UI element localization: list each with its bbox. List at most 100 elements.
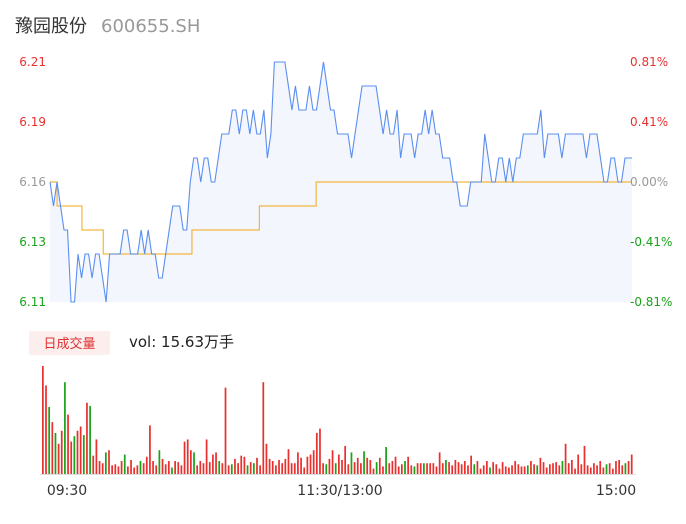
volume-bar [67, 414, 69, 474]
volume-bar [404, 461, 406, 474]
volume-bar [511, 465, 513, 474]
volume-badge-text: 日成交量 [43, 336, 95, 352]
volume-bar [470, 455, 472, 474]
volume-bar [114, 464, 117, 474]
volume-bar [347, 464, 350, 474]
volume-bar [397, 466, 400, 474]
volume-bar [344, 445, 347, 474]
volume-bar [520, 466, 523, 474]
volume-bar [64, 382, 66, 474]
volume-bar [621, 465, 624, 474]
volume-bar [356, 457, 359, 474]
volume-bar [448, 462, 450, 474]
volume-bar [120, 461, 123, 474]
y-tick-right-label: 0.41% [630, 115, 668, 129]
volume-bar [290, 463, 293, 474]
volume-bar [407, 456, 410, 474]
volume-bar [353, 462, 356, 474]
y-tick-right-label: -0.41% [630, 235, 672, 249]
volume-bar [514, 461, 517, 474]
volume-bar [227, 465, 230, 474]
volume-bar [331, 450, 334, 474]
volume-bar [202, 463, 205, 474]
volume-bar [82, 435, 85, 474]
volume-bar [284, 458, 287, 474]
volume-bar [281, 463, 284, 474]
volume-bar [611, 468, 614, 474]
volume-bar [117, 466, 120, 474]
volume-bar [45, 385, 47, 474]
volume-bar [530, 461, 532, 474]
volume-bar [571, 459, 573, 474]
volume-badge [29, 331, 110, 355]
volume-bar [416, 463, 419, 474]
volume-bar [410, 465, 413, 474]
volume-bar [605, 464, 608, 474]
volume-bar [240, 455, 243, 474]
volume-bar [190, 450, 192, 474]
volume-bar [539, 457, 542, 474]
volume-bar [583, 445, 586, 474]
volume-bar [479, 468, 482, 474]
x-tick-label: 15:00 [596, 483, 636, 499]
volume-bar [517, 464, 520, 474]
volume-bar [293, 463, 296, 474]
volume-bar [429, 463, 432, 474]
volume-bar [300, 457, 302, 474]
volume-bar [624, 463, 627, 474]
volume-bar [123, 454, 126, 474]
volume-bar [463, 461, 466, 474]
volume-bar [48, 407, 51, 474]
volume-bar [98, 461, 101, 474]
volume-bar [215, 452, 217, 474]
volume-bar [127, 466, 129, 474]
volume-bar [76, 430, 79, 474]
volume-bar [413, 466, 416, 474]
volume-bar [489, 467, 491, 474]
volume-bar [533, 464, 535, 474]
volume-bar [108, 450, 110, 474]
y-tick-left-label: 6.21 [19, 55, 46, 69]
volume-bar [224, 387, 227, 474]
volume-bar [136, 465, 139, 474]
volume-bar [262, 382, 265, 474]
volume-bar [275, 465, 277, 474]
volume-bar [338, 454, 340, 474]
volume-bar [186, 439, 189, 474]
volume-bar [133, 467, 136, 474]
volume-bar [388, 463, 391, 474]
volume-bar [89, 405, 91, 474]
volume-bar [599, 461, 602, 474]
volume-bar [319, 428, 321, 474]
volume-bar [580, 464, 583, 474]
volume-bar [536, 465, 539, 474]
volume-bar [199, 461, 202, 474]
volume-bar [205, 439, 208, 474]
volume-bar [221, 463, 224, 474]
volume-bar [268, 458, 271, 474]
volume-bar [523, 466, 526, 474]
volume-bar [492, 462, 495, 474]
volume-bar [104, 452, 107, 474]
volume-bar [419, 463, 422, 474]
volume-bar [303, 467, 306, 474]
stock-code: 600655.SH [101, 16, 200, 37]
volume-bar [495, 464, 498, 474]
volume-bar [608, 463, 611, 474]
volume-bar [174, 461, 176, 474]
volume-bar [265, 443, 268, 474]
volume-bar [341, 459, 343, 474]
average-line-group [50, 181, 632, 255]
volume-bar [378, 457, 381, 474]
volume-bars-group [42, 366, 633, 474]
y-tick-left-label: 6.11 [19, 295, 46, 309]
volume-total-text: vol: 15.63万手 [129, 333, 234, 351]
volume-bar [438, 452, 441, 474]
y-tick-right-label: 0.00% [630, 175, 668, 189]
volume-bar [363, 451, 365, 474]
volume-bar [139, 461, 142, 474]
volume-bar [86, 402, 88, 474]
volume-bar [552, 463, 554, 474]
y-axis-left: 6.21 6.19 6.16 6.13 6.11 [19, 55, 46, 309]
volume-bar [375, 462, 378, 474]
